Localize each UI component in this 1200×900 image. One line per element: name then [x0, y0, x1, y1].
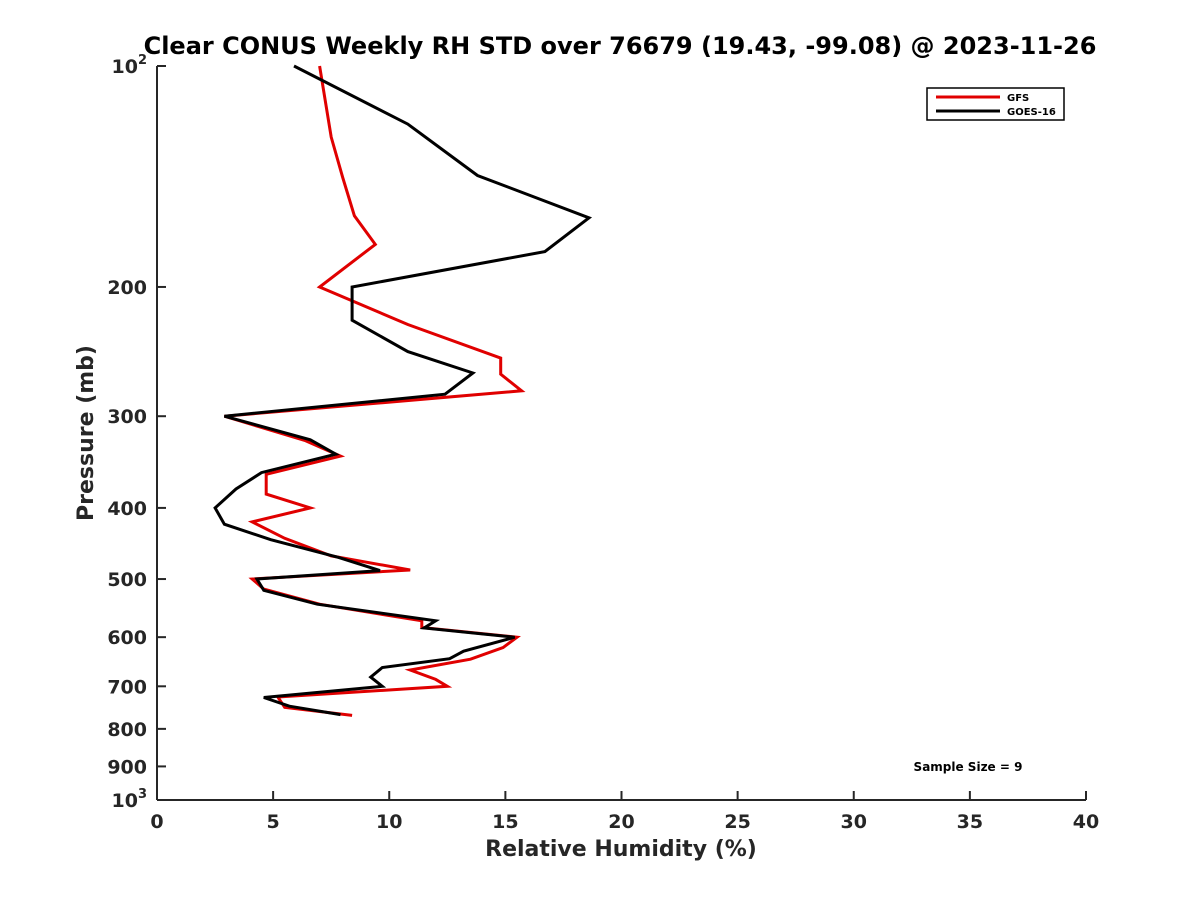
y-tick-base: 10 — [112, 56, 138, 78]
series-line-gfs — [223, 65, 526, 717]
x-tick-label: 10 — [376, 811, 402, 833]
x-tick-label: 20 — [608, 811, 634, 833]
legend-label-goes-16: GOES-16 — [1007, 107, 1056, 118]
y-tick-label: 103 — [112, 787, 148, 812]
y-tick-base: 900 — [107, 756, 147, 778]
x-tick-label: 30 — [841, 811, 867, 833]
chart-title: Clear CONUS Weekly RH STD over 76679 (19… — [144, 32, 1097, 60]
legend: GFS GOES-16 — [926, 87, 1065, 121]
x-ticks: 0 5 10 15 20 25 30 35 40 — [150, 791, 1099, 833]
y-tick-base: 400 — [107, 498, 147, 520]
y-tick-label: 400 — [107, 498, 147, 520]
plot-axes — [156, 66, 1086, 801]
x-tick-label: 25 — [724, 811, 750, 833]
x-tick-label: 0 — [150, 811, 163, 833]
legend-label-gfs: GFS — [1007, 93, 1029, 104]
x-tick-label: 35 — [957, 811, 983, 833]
y-tick-label: 300 — [107, 406, 147, 428]
y-tick-label: 600 — [107, 627, 147, 649]
y-tick-label: 900 — [107, 756, 147, 778]
y-tick-base: 10 — [112, 790, 138, 812]
y-tick-label: 200 — [107, 277, 147, 299]
y-tick-base: 200 — [107, 277, 147, 299]
y-tick-label: 500 — [107, 569, 147, 591]
legend-box — [926, 87, 1065, 121]
y-tick-label: 700 — [107, 676, 147, 698]
y-tick-exponent: 2 — [138, 53, 147, 68]
y-tick-base: 800 — [107, 719, 147, 741]
y-axis-label: Pressure (mb) — [74, 345, 99, 521]
y-tick-base: 600 — [107, 627, 147, 649]
y-tick-label: 102 — [112, 53, 148, 78]
x-tick-label: 5 — [267, 811, 280, 833]
series-line-goes-16 — [213, 64, 593, 717]
y-tick-label: 800 — [107, 719, 147, 741]
x-axis-label: Relative Humidity (%) — [485, 837, 757, 862]
x-tick-label: 40 — [1073, 811, 1099, 833]
y-tick-exponent: 3 — [138, 787, 147, 802]
sample-size-annotation: Sample Size = 9 — [914, 760, 1023, 774]
series-layer — [213, 64, 593, 717]
y-tick-base: 500 — [107, 569, 147, 591]
y-tick-base: 300 — [107, 406, 147, 428]
x-tick-label: 15 — [492, 811, 518, 833]
y-tick-base: 700 — [107, 676, 147, 698]
